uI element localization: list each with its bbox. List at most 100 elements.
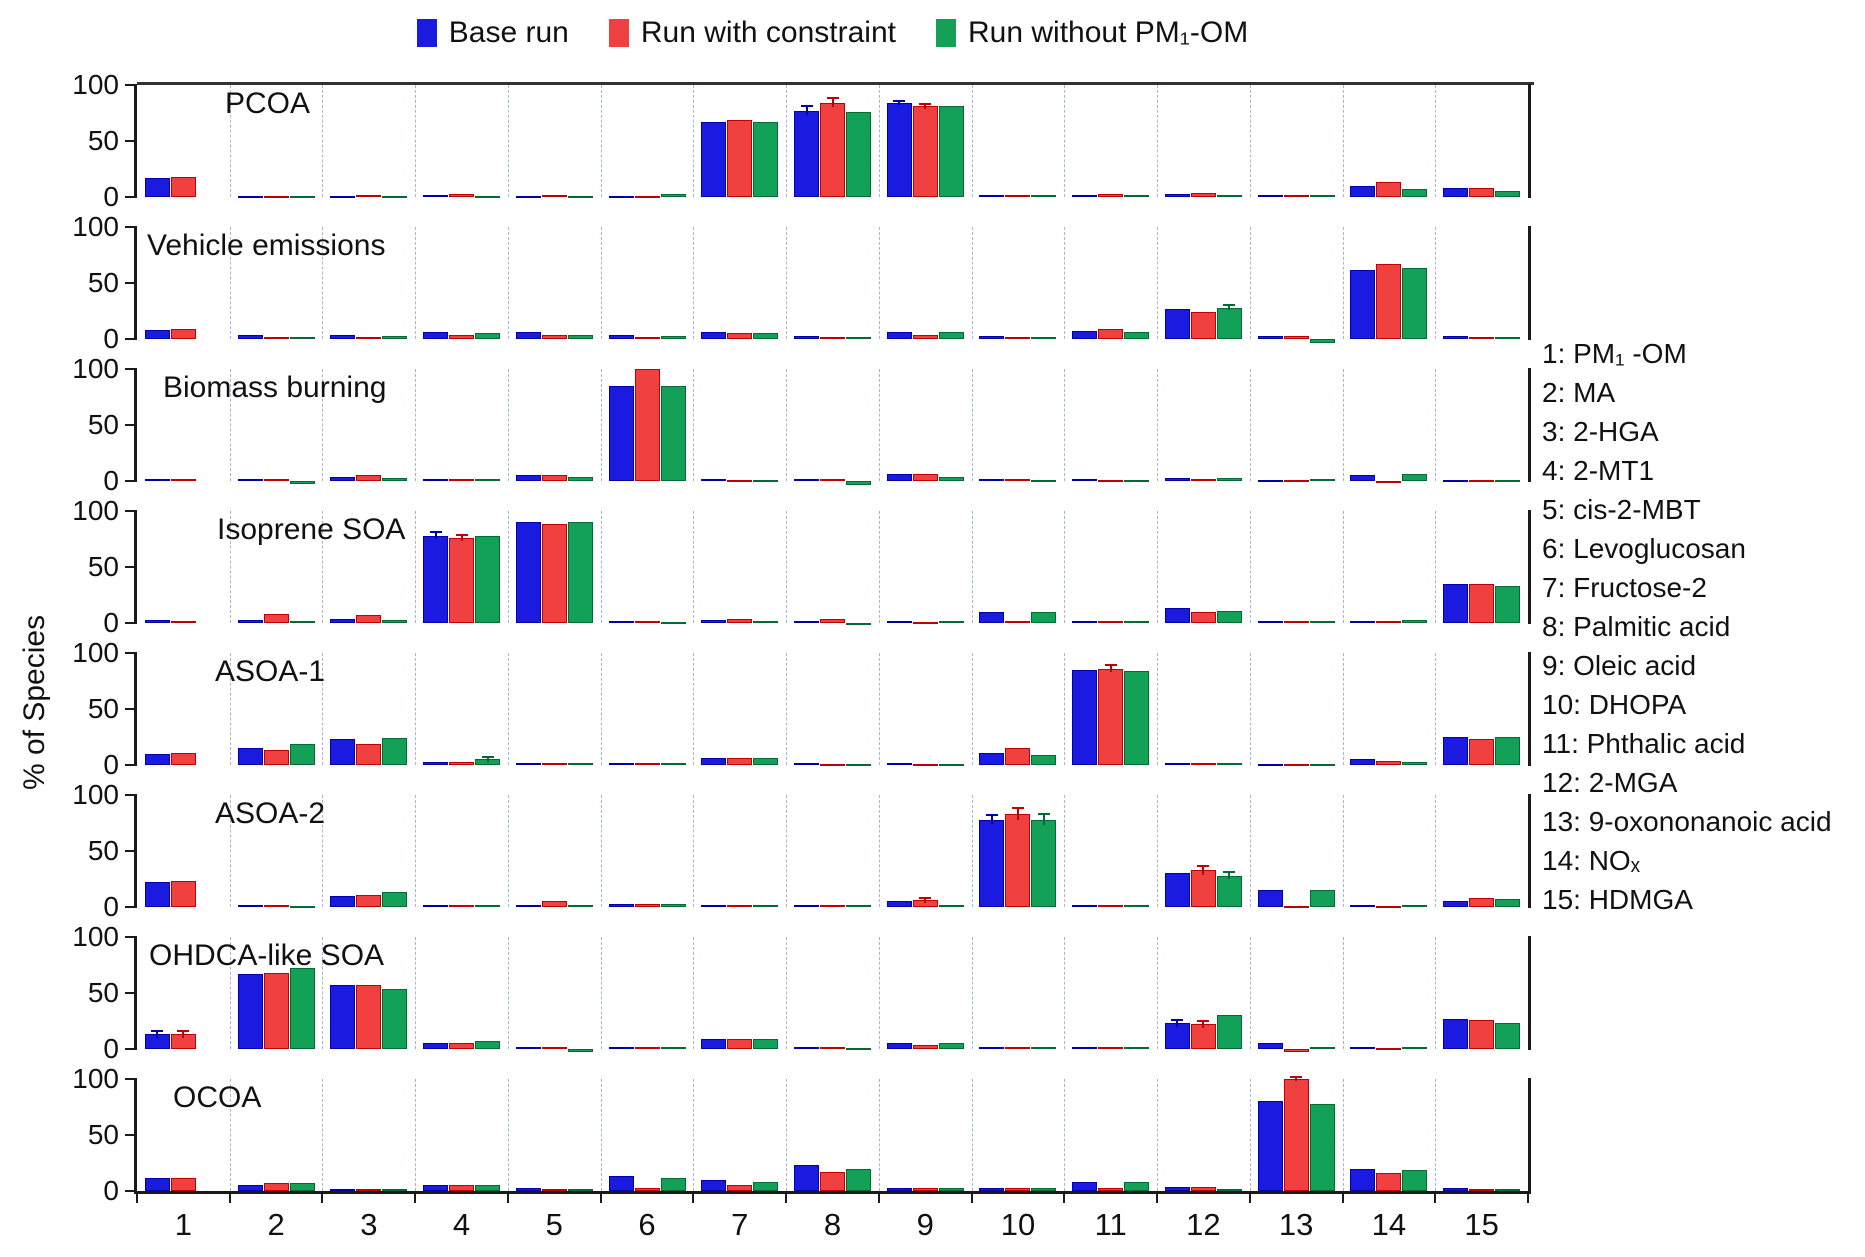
bar-series3-species14 [1402,1169,1428,1191]
bar-series2-species3 [356,615,382,623]
gridline [1157,795,1159,907]
gridline [1064,653,1066,765]
bar-series1-species8 [794,335,819,339]
gridline [971,369,973,481]
gridline [1342,795,1344,907]
bar-series2-species8 [820,478,845,481]
bar-series1-species15 [1443,335,1469,339]
bar-series3-species9 [938,1187,964,1191]
legend-item-run-without-pm1om: Run without PM₁-OM [936,16,1248,50]
gridline [1435,369,1437,481]
species-list-item: 13: 9-oxononanoic acid [1542,806,1832,837]
gridline [415,227,417,339]
gridline [322,369,324,481]
bar-series1-species8 [794,110,819,197]
x-axis-label: 10 [1000,1207,1036,1242]
legend-swatch-red-icon [608,19,629,47]
bar-series3-species2 [289,905,315,908]
species-list-item: 2: MA [1542,377,1616,408]
bar-series2-species12 [1190,192,1216,197]
bar-series3-species10 [1031,479,1057,482]
bar-series1-species10 [979,819,1005,907]
bar-series3-species10 [1031,1187,1057,1191]
bar-series2-species15 [1469,1188,1495,1191]
bar-series3-species12 [1216,307,1242,339]
bar-series1-species10 [979,335,1005,339]
bar-series2-species9 [912,106,938,197]
bar-series1-species3 [330,618,356,623]
bar-series3-species3 [382,1188,408,1191]
bar-series2-species13 [1283,620,1309,623]
bar-series3-species7 [753,904,779,907]
bar-series1-species3 [330,985,356,1049]
y-tick-label: 100 [72,637,119,668]
bar-series2-species11 [1098,904,1124,907]
bar-series3-species5 [567,904,593,907]
bar-series3-species14 [1402,761,1428,765]
bar-series1-species6 [608,620,634,623]
bar-series3-species11 [1124,620,1150,623]
bar-series1-species12 [1164,608,1190,623]
gridline [971,937,973,1049]
y-tick-label: 50 [87,1119,119,1150]
error-bar-cap [919,897,932,900]
error-bar [805,106,808,116]
gridline [229,227,231,339]
bar-series3-species9 [938,476,964,481]
bar-series2-species6 [634,762,660,765]
gridline [786,1079,788,1191]
bar-series1-species14 [1350,269,1376,339]
x-tick [1341,1194,1344,1203]
gridline [1157,937,1159,1049]
x-tick [136,1194,138,1203]
bar-series1-species3 [330,476,356,481]
bar-series2-species15 [1469,479,1495,482]
bar-series2-species12 [1190,611,1216,623]
bar-series1-species1 [144,882,170,907]
bar-series3-species13 [1309,1046,1335,1049]
bar-series1-species8 [794,478,819,481]
bar-series1-species13 [1257,1043,1283,1049]
bar-series3-species2 [289,1183,315,1191]
y-tick [125,84,134,86]
y-tick [125,1078,134,1080]
y-tick-label: 100 [72,211,119,242]
bar-series2-species2 [263,904,289,907]
bar-series3-species2 [289,620,315,623]
bar-series3-species8 [846,1047,871,1050]
species-list-item: 4: 2-MT1 [1542,455,1655,486]
bar-series3-species9 [938,620,964,623]
gridline [693,1079,695,1191]
x-tick [692,1194,695,1203]
bar-series3-species4 [475,1185,501,1191]
error-bar [1042,814,1045,826]
error-bar-cap [1037,813,1050,816]
bar-series3-species7 [753,121,779,197]
error-bar-cap [1011,807,1024,810]
bar-series3-species4 [475,195,501,198]
bar-series2-species10 [1005,336,1031,339]
bar-series3-species15 [1495,191,1521,197]
bar-series1-species11 [1072,478,1098,481]
bar-series2-species7 [727,758,753,765]
error-bar-cap [1223,304,1236,307]
bar-series1-species11 [1072,1046,1098,1049]
y-tick-label: 100 [72,353,119,384]
bar-series3-species8 [846,336,871,339]
right-axis-line [1528,794,1531,908]
bar-series3-species11 [1124,904,1150,907]
gridline [971,85,973,197]
legend-item-run-with-constraint: Run with constraint [608,16,896,50]
bar-series1-species1 [144,330,170,339]
y-tick-label: 50 [87,125,119,156]
bar-series1-species13 [1257,1101,1283,1191]
gridline [1342,85,1344,197]
chart-panel-biomass-burning: 100 50 0 Biomass burning [72,353,1531,496]
panel-title: OCOA [173,1081,262,1114]
bar-series2-species5 [541,1188,567,1191]
error-bar-cap [1104,664,1117,667]
bar-series2-species3 [356,194,382,197]
y-tick-label: 0 [103,323,119,354]
bar-series2-species6 [634,903,660,907]
bar-series1-species10 [979,611,1005,623]
